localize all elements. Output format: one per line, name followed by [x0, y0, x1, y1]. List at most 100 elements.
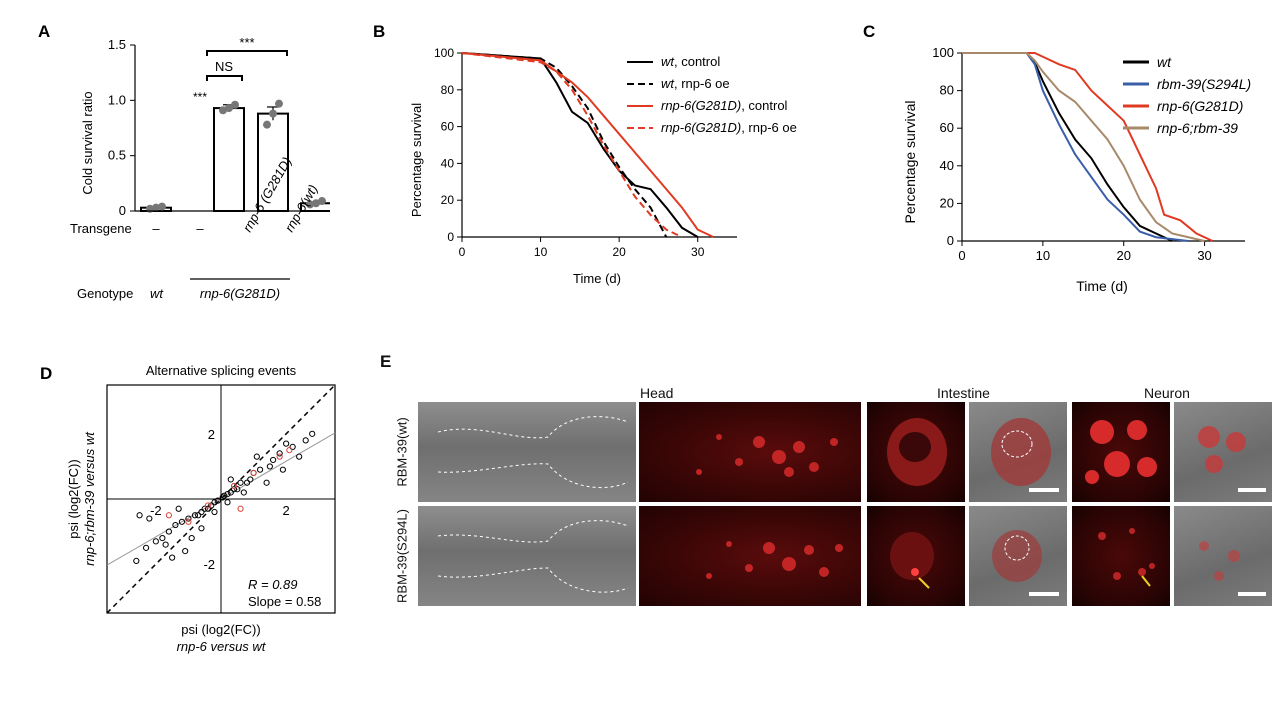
panel-label-a: A: [38, 22, 50, 41]
line-chart-c: C Percentage survival Time (d) 0 10 20 30 0 2…: [863, 22, 1251, 294]
y-tick-label-a: 1.0: [108, 92, 126, 107]
genotype-wt: wt: [150, 286, 164, 301]
y-label-1-d: psi (log2(FC)): [66, 459, 81, 538]
scatter-point: [185, 518, 192, 525]
y-tick-label: 80: [940, 83, 954, 98]
scatter-point: [276, 450, 283, 457]
data-point: [219, 106, 227, 115]
sig-bracket-ns: [206, 75, 243, 81]
scatter-point: [230, 482, 238, 490]
scatter-point: [266, 463, 273, 470]
neuron-fluo-wt: [1072, 402, 1170, 502]
neuron-merge-wt: [1174, 402, 1272, 502]
y-tick-label: 2: [208, 427, 215, 442]
scatter-point: [270, 456, 277, 464]
y-axis-label-b: Percentage survival: [409, 103, 424, 217]
x-tick-label: 2: [283, 503, 290, 518]
panel-e: E Head Intestine Neuron RBM-39(wt) RBM-3…: [380, 350, 1280, 680]
y-axis-label-a: Cold survival ratio: [80, 91, 95, 194]
scatter-point: [165, 528, 172, 535]
data-point: [312, 199, 320, 208]
legend-entry: rnp-6(G281D), control: [661, 98, 788, 113]
legend-entry: rnp-6(G281D), rnp-6 oe: [661, 120, 797, 135]
intestine-fluo-wt: [867, 402, 965, 502]
scatter-point: [152, 538, 159, 545]
scatter-point: [159, 534, 166, 542]
scatter-point: [175, 505, 182, 512]
bar: [213, 107, 245, 212]
scatter-point: [237, 479, 244, 486]
genotype-label: Genotype: [77, 286, 133, 301]
sig-star-g281d: ***: [193, 90, 207, 104]
panel-a: A Cold survival ratio 0 0.5 1.0 1.5 *** NS …: [30, 15, 335, 315]
scatter-point: [142, 544, 150, 551]
data-point: [158, 202, 166, 211]
y-tick-label: 100: [932, 45, 954, 60]
scatter-point: [133, 557, 140, 564]
scatter-point: [172, 521, 179, 529]
scatter-point: [240, 489, 247, 496]
intestine-merge-mut: [969, 506, 1067, 606]
y-tick-label: 0: [447, 230, 454, 244]
data-point: [263, 120, 271, 129]
head-dic-wt: [418, 402, 636, 502]
x-tick-label: -2: [150, 503, 162, 518]
col-head: Head: [640, 385, 674, 401]
scatter-point: [237, 505, 244, 512]
series-line: [461, 52, 668, 238]
panel-label-c: C: [863, 22, 875, 41]
y-tick-label: 0: [947, 233, 954, 248]
panel-c: C Percentage survival Time (d) 0 10 20 30 0 2…: [855, 15, 1275, 315]
scatter-point: [201, 505, 208, 512]
scatter-point: [214, 497, 221, 504]
y-label-2-d: rnp-6;rbm-39 versus wt: [82, 431, 97, 566]
sig-bracket-wt: [206, 50, 288, 56]
x-tick-label: 20: [612, 245, 626, 259]
scatter-point: [243, 479, 251, 486]
sig-bar-star: ***: [239, 35, 254, 50]
legend-c: wt rbm-39(S294L) rnp-6(G281D) rnp-6;rbm-39: [1123, 54, 1251, 136]
transgene-val-1: –: [152, 221, 160, 236]
x-tick-label: 0: [958, 248, 965, 263]
series-line: [962, 52, 1173, 242]
row-label-mut: RBM-39(S294L): [394, 509, 410, 603]
legend-entry: rbm-39(S294L): [1157, 76, 1251, 92]
scatter-point: [211, 508, 218, 516]
neuron-fluo-mut: [1072, 506, 1170, 606]
panel-label-d: D: [40, 364, 52, 383]
data-point: [318, 197, 326, 206]
neuron-merge-mut: [1174, 506, 1272, 606]
scatter-point: [263, 479, 270, 486]
x-label-2-d: rnp-6 versus wt: [177, 639, 267, 654]
scatter-point: [253, 453, 260, 460]
scatter-point: [227, 489, 234, 496]
y-tick-label: 80: [441, 83, 455, 97]
x-tick-label: 10: [534, 245, 548, 259]
scatter-point: [146, 515, 153, 522]
series-line: [962, 52, 1214, 242]
sig-ns: NS: [215, 59, 233, 74]
series-line: [962, 52, 1205, 242]
col-intestine: Intestine: [937, 385, 990, 401]
x-tick-label: 20: [1116, 248, 1130, 263]
data-point: [275, 99, 283, 108]
intestine-merge-wt: [969, 402, 1067, 502]
series-line: [461, 52, 714, 238]
y-tick-label-a: 0: [119, 203, 126, 218]
scatter-point: [283, 440, 290, 447]
scatter-point: [302, 437, 309, 444]
scatter-point: [230, 486, 238, 493]
x-tick-label: 10: [1036, 248, 1050, 263]
scatter-point: [136, 512, 143, 519]
scatter-point: [198, 525, 205, 532]
scatter-point: [191, 512, 199, 519]
data-point: [306, 200, 314, 209]
y-tick-label: -2: [203, 557, 215, 572]
scatter-point: [286, 447, 293, 454]
x-label-1-d: psi (log2(FC)): [181, 622, 260, 637]
y-tick-label: 20: [940, 195, 954, 210]
panel-label-e: E: [380, 352, 392, 371]
scatter-point: [162, 541, 169, 548]
panel-d: D Alternative splicing events -2 2 -2 2 psi…: [30, 355, 350, 670]
scatter-point: [224, 491, 231, 498]
